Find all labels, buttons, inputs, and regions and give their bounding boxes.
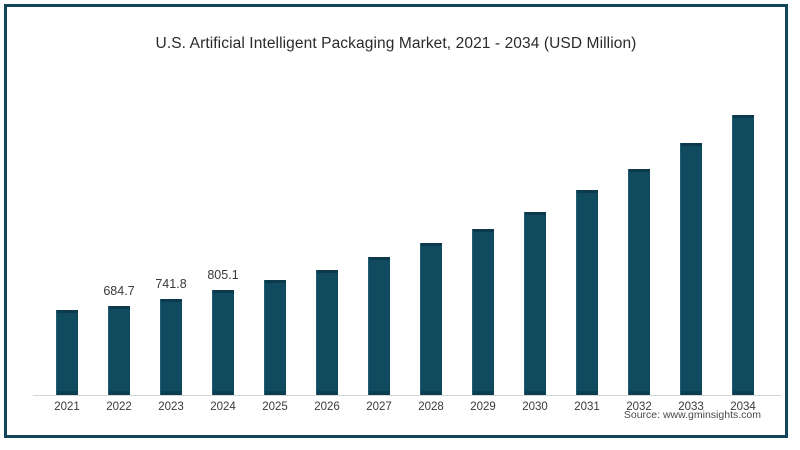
bar-slot <box>665 77 717 395</box>
bar-2032[interactable] <box>628 169 650 395</box>
bar-slot <box>613 77 665 395</box>
bar-slot <box>457 77 509 395</box>
x-axis-tick-2029: 2029 <box>470 401 496 413</box>
bar-2031[interactable] <box>576 190 598 395</box>
x-axis-tick-2031: 2031 <box>574 401 600 413</box>
bar-2028[interactable] <box>420 243 442 395</box>
bar-slot <box>405 77 457 395</box>
bar-chart-plot-area: 684.7 741.8 805.1 <box>33 77 779 396</box>
bar-2026[interactable] <box>316 270 338 395</box>
bar-slot <box>301 77 353 395</box>
bar-slot <box>561 77 613 395</box>
bar-slot <box>249 77 301 395</box>
bar-slot <box>353 77 405 395</box>
bar-2030[interactable] <box>524 212 546 395</box>
x-axis-tick-2026: 2026 <box>314 401 340 413</box>
bar-2034[interactable] <box>732 115 754 395</box>
bar-2029[interactable] <box>472 229 494 395</box>
x-axis-tick-2027: 2027 <box>366 401 392 413</box>
x-axis-tick-2033: 2033 <box>678 401 704 413</box>
chart-frame: U.S. Artificial Intelligent Packaging Ma… <box>4 4 788 438</box>
bar-slot <box>509 77 561 395</box>
x-axis-tick-2025: 2025 <box>262 401 288 413</box>
page-title: U.S. Artificial Intelligent Packaging Ma… <box>155 35 637 52</box>
x-axis-tick-2030: 2030 <box>522 401 548 413</box>
bar-2033[interactable] <box>680 143 702 395</box>
bar-slot <box>41 77 93 395</box>
bar-2021[interactable] <box>56 310 78 395</box>
x-axis-tick-2032: 2032 <box>626 401 652 413</box>
x-axis-tick-2023: 2023 <box>158 401 184 413</box>
bar-slot: 684.7 <box>93 77 145 395</box>
bar-value-label-2023: 741.8 <box>155 276 187 291</box>
bar-2022[interactable] <box>108 306 130 395</box>
bar-slot: 741.8 <box>145 77 197 396</box>
x-axis-tick-2024: 2024 <box>210 401 236 413</box>
bar-value-label-2022: 684.7 <box>103 284 135 299</box>
bar-2027[interactable] <box>368 257 390 395</box>
x-axis-tick-2021: 2021 <box>54 401 80 413</box>
x-axis-line <box>33 395 781 396</box>
bar-slot <box>717 77 769 395</box>
bar-value-label-2024: 805.1 <box>207 268 239 283</box>
bar-2024[interactable] <box>212 290 234 395</box>
x-axis-tick-2034: 2034 <box>730 401 756 413</box>
bar-slot: 805.1 <box>197 77 249 395</box>
x-axis-tick-2022: 2022 <box>106 401 132 413</box>
bar-2023[interactable] <box>160 298 182 396</box>
source-attribution: Source: www.gminsights.com <box>623 409 761 421</box>
bar-2025[interactable] <box>264 280 286 395</box>
x-axis-tick-2028: 2028 <box>418 401 444 413</box>
